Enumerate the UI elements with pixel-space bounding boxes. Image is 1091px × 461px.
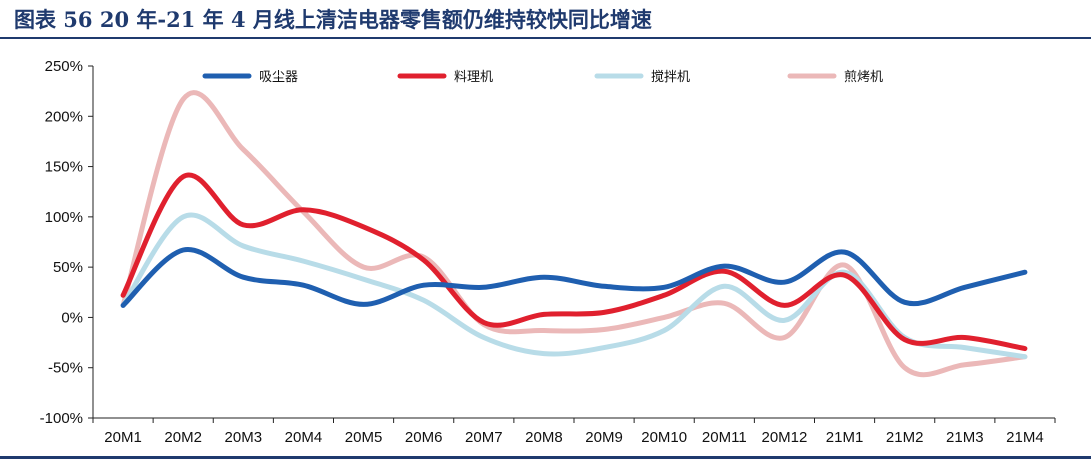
series-lines <box>120 90 1028 378</box>
y-tick-label: 0% <box>61 309 83 326</box>
x-tick-label: 21M3 <box>946 429 984 446</box>
series-line-1 <box>120 247 1028 308</box>
x-tick-label: 20M3 <box>225 429 263 446</box>
x-tick-label: 20M9 <box>585 429 623 446</box>
y-tick-label: 50% <box>53 259 83 276</box>
legend-label: 吸尘器 <box>259 70 298 85</box>
y-tick-label: -100% <box>40 410 83 427</box>
x-tick-label: 20M8 <box>525 429 563 446</box>
x-tick-label: 20M2 <box>164 429 202 446</box>
series-line-4 <box>120 90 1028 378</box>
x-tick-label: 20M1 <box>104 429 142 446</box>
y-tick-label: 100% <box>45 209 83 226</box>
x-tick-label: 20M5 <box>345 429 383 446</box>
x-tick-label: 21M1 <box>826 429 864 446</box>
line-chart: -100% -50% 0% 50% 100% 150% 200% 250% 20M1 20M2 20… <box>40 58 1056 446</box>
header: 图表 56 20 年-21 年 4 月线上清洁电器零售额仍维持较快同比增速 <box>0 0 1091 40</box>
y-tick-label: 200% <box>45 108 83 125</box>
legend-label: 料理机 <box>454 70 493 85</box>
y-tick-label: 250% <box>45 58 83 75</box>
x-tick-label: 20M12 <box>762 429 808 446</box>
series-line-3 <box>120 212 1028 360</box>
bottom-rule <box>0 456 1091 459</box>
legend-label: 煎烤机 <box>844 69 883 85</box>
y-tick-label: 150% <box>45 159 83 176</box>
x-tick-label: 21M2 <box>886 429 924 446</box>
x-tick-label: 20M4 <box>285 429 323 446</box>
x-tick-label: 20M10 <box>641 429 687 446</box>
chart-title: 图表 56 20 年-21 年 4 月线上清洁电器零售额仍维持较快同比增速 <box>14 7 652 32</box>
y-tick-label: -50% <box>48 360 83 377</box>
legend: 吸尘器 料理机 搅拌机 煎烤机 <box>202 69 883 85</box>
x-tick-label: 21M4 <box>1006 429 1044 446</box>
x-tick-label: 20M6 <box>405 429 443 446</box>
legend-label: 搅拌机 <box>651 69 690 85</box>
x-tick-label: 20M7 <box>465 429 503 446</box>
title-rule <box>0 37 1091 39</box>
x-tick-label: 20M11 <box>702 429 747 446</box>
series-line-2 <box>120 172 1028 352</box>
axes: -100% -50% 0% 50% 100% 150% 200% 250% 20M1 20M2 20… <box>40 58 1056 446</box>
